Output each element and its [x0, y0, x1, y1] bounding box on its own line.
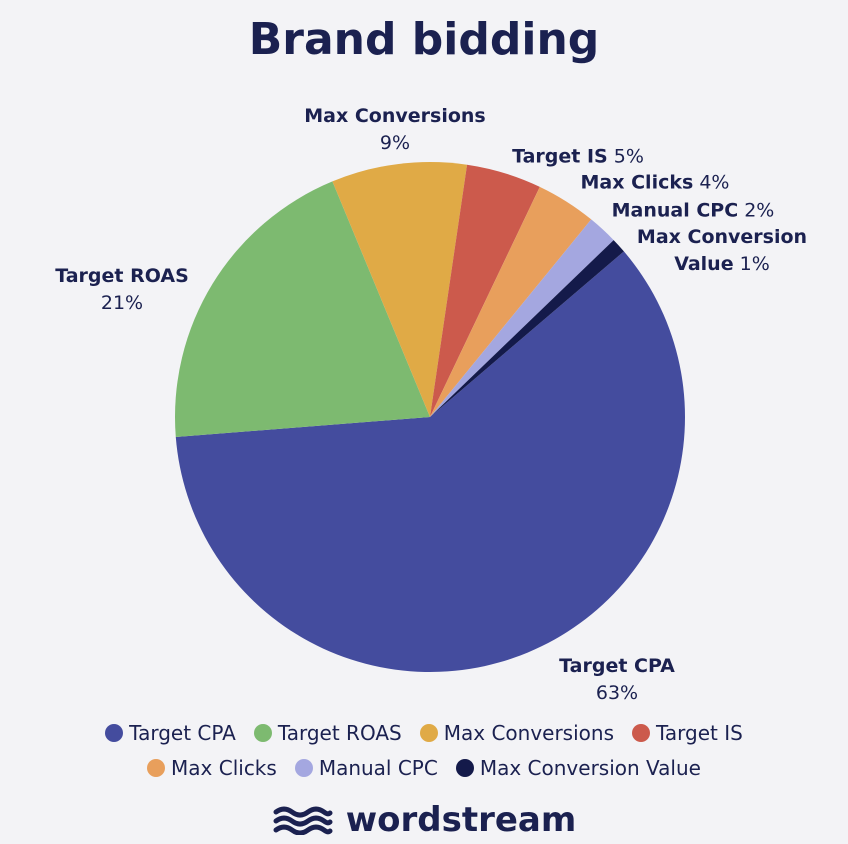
chart-title: Brand bidding [248, 14, 600, 65]
legend-label: Max Conversion Value [479, 756, 701, 780]
pie-slice [430, 164, 540, 417]
data-label: Manual CPC 2% [612, 198, 775, 225]
pie-slice [430, 240, 624, 417]
legend-item: Manual CPC [294, 755, 438, 781]
legend-swatch [147, 759, 166, 777]
label-name: Max Conversions [304, 105, 486, 127]
data-label: Target IS 5% [512, 144, 644, 171]
label-name: Target ROAS [55, 265, 189, 287]
legend-item: Target CPA [105, 720, 236, 746]
label-value: 5% [613, 145, 644, 168]
label-value: 9% [379, 132, 411, 154]
legend-label: Target IS [656, 721, 743, 745]
label-value: 21% [100, 292, 144, 314]
brand-logo: wordstream [0, 800, 848, 840]
label-value: 63% [595, 682, 639, 704]
legend-label: Manual CPC [318, 756, 438, 780]
label-name: Max Clicks [580, 171, 694, 194]
legend-item: Target IS [632, 720, 743, 746]
legend-swatch [253, 724, 272, 742]
legend-swatch [632, 724, 650, 742]
legend-item: Max Conversion Value [455, 755, 701, 781]
brand-icon [273, 806, 333, 835]
legend-item: Max Clicks [147, 755, 277, 781]
legend-swatch [294, 759, 313, 777]
legend-swatch [105, 724, 124, 742]
label-name: Target IS [512, 145, 608, 168]
data-label: Max Clicks 4% [581, 170, 730, 197]
legend-label: Max Conversions [443, 721, 614, 745]
legend-swatch [455, 759, 474, 777]
data-label: Max Conversion Value 1% [622, 224, 822, 278]
pie-slice [430, 219, 614, 417]
pie-slice [175, 181, 430, 438]
legend-label: Max Clicks [171, 756, 277, 780]
label-name: Target CPA [559, 655, 675, 677]
data-label: Max Conversions 9% [304, 103, 485, 157]
legend-swatch [419, 724, 438, 742]
pie-slice [175, 251, 686, 672]
label-name: Max Conversion Value [636, 226, 808, 275]
legend-item: Target ROAS [253, 720, 402, 746]
legend-item: Max Conversions [419, 720, 614, 746]
label-name: Manual CPC [611, 199, 739, 222]
data-label: Target CPA 63% [559, 653, 675, 707]
label-value: 2% [744, 199, 775, 222]
pie-slice [430, 186, 592, 417]
label-value: 4% [699, 171, 730, 194]
data-label: Target ROAS 21% [55, 263, 189, 317]
brand-name: wordstream [345, 800, 577, 840]
legend-label: Target CPA [129, 721, 236, 745]
legend: Target CPA Target ROAS Max Conversions Targ… [44, 720, 804, 781]
pie-chart [175, 162, 686, 672]
legend-label: Target ROAS [277, 721, 402, 745]
label-value: 1% [739, 253, 770, 275]
pie-slice [332, 162, 468, 417]
